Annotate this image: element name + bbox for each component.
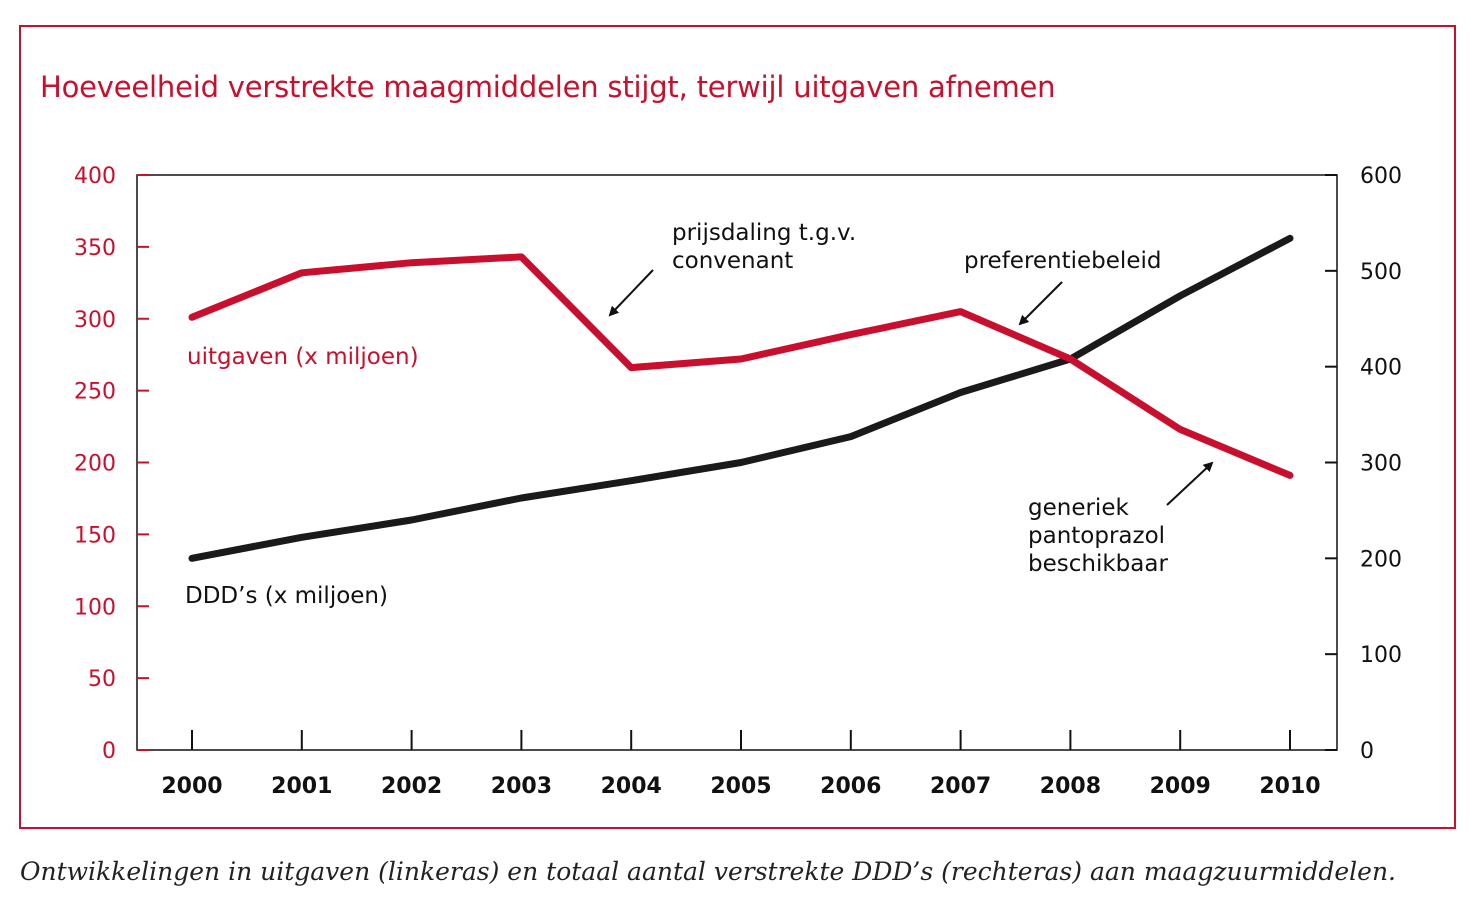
x-tick-label: 2001 xyxy=(271,774,332,799)
x-axis: 2000 2001 2002 2003 2004 2005 2006 2007 2008 2009… xyxy=(161,730,1321,799)
left-tick-label: 150 xyxy=(74,523,116,548)
left-tick-label: 50 xyxy=(88,667,116,692)
left-tick-label: 0 xyxy=(102,739,116,764)
right-axis: 0 100 200 300 400 500 600 xyxy=(1325,164,1402,764)
annotation-convenant-line1: prijsdaling t.g.v. xyxy=(672,220,856,246)
annotation-preferentiebeleid: preferentiebeleid xyxy=(964,248,1161,274)
left-tick-label: 100 xyxy=(74,595,116,620)
x-tick-label: 2004 xyxy=(601,774,662,799)
series-line-uitgaven xyxy=(188,253,1294,479)
x-tick-label: 2006 xyxy=(820,774,881,799)
x-tick-label: 2005 xyxy=(710,774,771,799)
left-tick-label: 300 xyxy=(74,308,116,333)
annotation-generiek-line2: pantoprazol xyxy=(1028,523,1165,549)
right-tick-label: 0 xyxy=(1360,739,1374,764)
chart-title: Hoeveelheid verstrekte maagmiddelen stij… xyxy=(40,70,1056,104)
x-tick-label: 2003 xyxy=(491,774,552,799)
annotation-generiek-line3: beschikbaar xyxy=(1028,551,1168,577)
left-tick-label: 400 xyxy=(74,164,116,189)
right-tick-label: 100 xyxy=(1360,643,1402,668)
annotation-convenant-arrow xyxy=(608,269,654,317)
right-tick-label: 300 xyxy=(1360,452,1402,477)
left-tick-label: 200 xyxy=(74,452,116,477)
series-line-ddd xyxy=(188,234,1294,562)
annotation-convenant-line2: convenant xyxy=(672,248,793,274)
right-tick-label: 600 xyxy=(1360,164,1402,189)
figure-caption: Ontwikkelingen in uitgaven (linkeras) en… xyxy=(20,857,1397,886)
x-tick-label: 2008 xyxy=(1040,774,1101,799)
right-tick-label: 400 xyxy=(1360,356,1402,381)
series-label-uitgaven: uitgaven (x miljoen) xyxy=(187,344,419,370)
right-tick-label: 200 xyxy=(1360,547,1402,572)
left-axis: 0 50 100 150 200 250 300 350 400 xyxy=(74,164,149,764)
series-layer xyxy=(188,234,1294,562)
x-tick-label: 2000 xyxy=(161,774,222,799)
left-tick-label: 350 xyxy=(74,236,116,261)
chart-frame xyxy=(19,25,1456,829)
annotation-preferentiebeleid-arrow xyxy=(1018,281,1063,326)
x-tick-label: 2009 xyxy=(1150,774,1211,799)
series-label-ddd: DDD’s (x miljoen) xyxy=(185,583,388,609)
annotation-generiek-arrow xyxy=(1166,461,1214,506)
x-tick-label: 2002 xyxy=(381,774,442,799)
x-tick-label: 2010 xyxy=(1259,774,1320,799)
right-tick-label: 500 xyxy=(1360,260,1402,285)
x-tick-label: 2007 xyxy=(930,774,991,799)
left-tick-label: 250 xyxy=(74,380,116,405)
annotation-generiek-line1: generiek xyxy=(1028,495,1129,521)
